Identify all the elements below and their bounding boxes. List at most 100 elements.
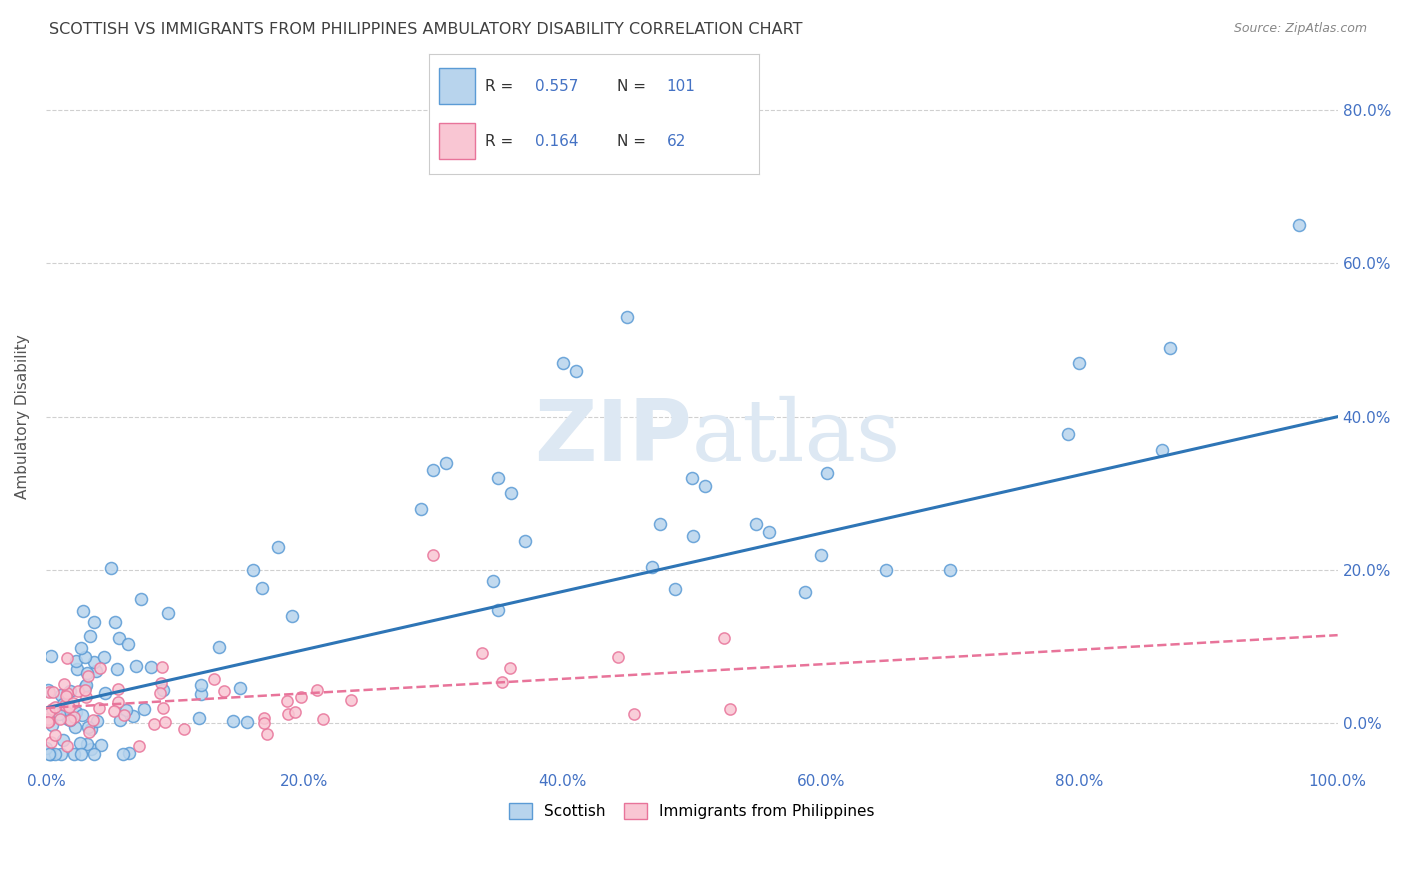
Point	[312, 712, 335, 726]
Point	[44, 700, 66, 714]
Text: 0.557: 0.557	[534, 78, 578, 94]
Point	[1152, 443, 1174, 458]
Point	[84, 664, 107, 678]
Point	[39, 648, 62, 663]
Point	[648, 517, 671, 532]
Point	[499, 486, 522, 500]
Point	[623, 707, 645, 722]
Point	[616, 310, 638, 324]
Point	[208, 640, 231, 654]
Point	[77, 669, 100, 683]
Text: N =: N =	[617, 134, 651, 149]
Point	[810, 548, 832, 562]
FancyBboxPatch shape	[439, 123, 475, 160]
Point	[114, 703, 136, 717]
Point	[59, 713, 82, 727]
Point	[56, 706, 79, 720]
Point	[104, 615, 127, 629]
Point	[148, 685, 170, 699]
Point	[38, 705, 60, 719]
Point	[128, 739, 150, 754]
Text: 62: 62	[666, 134, 686, 149]
Point	[202, 673, 225, 687]
Point	[69, 736, 91, 750]
Point	[305, 682, 328, 697]
Point	[38, 714, 60, 728]
Point	[53, 677, 76, 691]
Point	[1057, 426, 1080, 441]
Point	[242, 563, 264, 577]
Point	[65, 655, 87, 669]
Point	[150, 676, 173, 690]
Point	[939, 563, 962, 577]
Point	[277, 706, 299, 721]
Point	[409, 501, 432, 516]
Point	[143, 716, 166, 731]
Point	[35, 741, 58, 756]
Point	[252, 581, 274, 595]
Point	[794, 585, 817, 599]
Point	[65, 720, 87, 734]
Point	[76, 737, 98, 751]
FancyBboxPatch shape	[439, 68, 475, 104]
Point	[118, 746, 141, 760]
Point	[1288, 218, 1310, 232]
Point	[267, 540, 290, 554]
Point	[236, 715, 259, 730]
Text: atlas: atlas	[692, 396, 901, 479]
Point	[41, 702, 63, 716]
Point	[41, 718, 63, 732]
Point	[76, 665, 98, 680]
Point	[112, 707, 135, 722]
Point	[79, 629, 101, 643]
Point	[80, 741, 103, 756]
Point	[63, 747, 86, 761]
Point	[56, 686, 79, 700]
Point	[471, 646, 494, 660]
Point	[124, 658, 146, 673]
Point	[39, 747, 62, 761]
Point	[82, 714, 104, 728]
Point	[55, 693, 77, 707]
Point	[745, 516, 768, 531]
Text: SCOTTISH VS IMMIGRANTS FROM PHILIPPINES AMBULATORY DISABILITY CORRELATION CHART: SCOTTISH VS IMMIGRANTS FROM PHILIPPINES …	[49, 22, 803, 37]
Point	[44, 728, 66, 742]
Point	[150, 660, 173, 674]
Point	[139, 660, 162, 674]
Point	[37, 714, 59, 729]
Point	[83, 656, 105, 670]
Point	[551, 356, 574, 370]
Point	[73, 682, 96, 697]
Point	[1069, 356, 1091, 370]
Point	[107, 695, 129, 709]
Point	[66, 662, 89, 676]
Point	[132, 702, 155, 716]
Point	[73, 649, 96, 664]
Point	[53, 698, 76, 712]
Legend: Scottish, Immigrants from Philippines: Scottish, Immigrants from Philippines	[503, 797, 880, 825]
Point	[77, 720, 100, 734]
Point	[422, 548, 444, 562]
Text: 101: 101	[666, 78, 696, 94]
Point	[72, 604, 94, 618]
Point	[875, 563, 897, 577]
Point	[664, 582, 686, 596]
Text: Source: ZipAtlas.com: Source: ZipAtlas.com	[1233, 22, 1367, 36]
Point	[44, 747, 66, 761]
Text: R =: R =	[485, 78, 519, 94]
Point	[129, 591, 152, 606]
Point	[80, 722, 103, 736]
Point	[758, 524, 780, 539]
Point	[83, 747, 105, 761]
Point	[815, 466, 838, 480]
Point	[51, 747, 73, 761]
Point	[94, 686, 117, 700]
Point	[52, 697, 75, 711]
Point	[122, 709, 145, 723]
Point	[276, 694, 298, 708]
Text: R =: R =	[485, 134, 519, 149]
Point	[89, 701, 111, 715]
Point	[486, 471, 509, 485]
Point	[70, 747, 93, 761]
Point	[100, 561, 122, 575]
